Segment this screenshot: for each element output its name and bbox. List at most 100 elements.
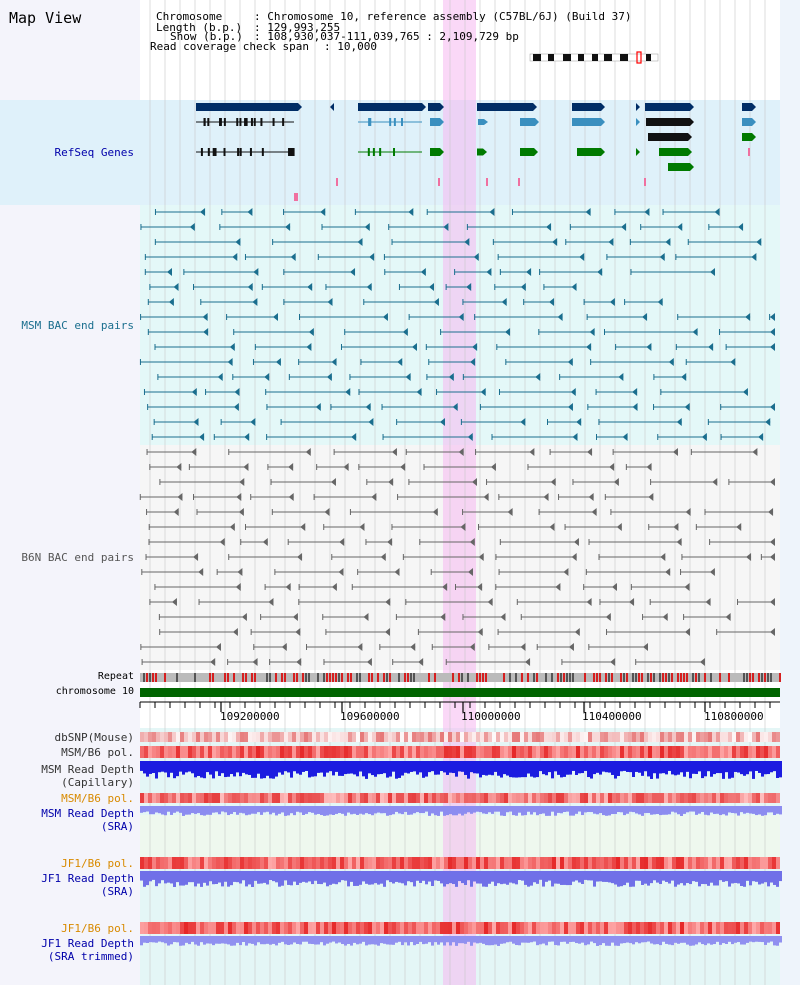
pol-cell xyxy=(508,746,512,758)
depth-bar xyxy=(761,936,764,943)
track-label-refseq[interactable]: RefSeq Genes xyxy=(54,146,134,159)
pol-cell xyxy=(420,857,424,869)
pol-cell xyxy=(664,732,668,742)
coverage-label: Read coverage check span xyxy=(150,40,309,53)
depth-bar xyxy=(335,806,338,814)
depth-bar xyxy=(173,871,176,887)
depth-bar xyxy=(662,936,665,942)
pol-cell xyxy=(668,857,672,869)
depth-bar xyxy=(578,806,581,812)
b6n-bac-pair-end xyxy=(520,643,526,651)
depth-bar xyxy=(464,806,467,814)
repeat-element xyxy=(569,673,571,682)
pol-cell xyxy=(648,793,652,803)
pol-cell xyxy=(640,793,644,803)
gene-block xyxy=(645,103,690,111)
msm-bac-pair-end xyxy=(681,373,687,381)
depth-bar xyxy=(146,806,149,812)
repeat-element xyxy=(779,673,781,682)
depth-bar xyxy=(368,806,371,815)
depth-bar xyxy=(599,936,602,946)
msm-bac-pair-end xyxy=(429,283,435,291)
track-label-msm-bac[interactable]: MSM BAC end pairs xyxy=(21,319,134,332)
pol-cell xyxy=(596,746,600,758)
depth-bar xyxy=(167,936,170,946)
depth-bar xyxy=(146,761,149,777)
depth-bar xyxy=(482,806,485,814)
b6n-bac-pair-end xyxy=(550,478,556,486)
depth-bar xyxy=(350,761,353,774)
depth-bar xyxy=(365,761,368,779)
exon xyxy=(236,118,239,126)
msm-bac-pair-end xyxy=(770,343,775,351)
pol-cell xyxy=(552,732,556,742)
depth-bar xyxy=(194,871,197,887)
b6n-bac-pair-end xyxy=(736,523,742,531)
pol-cell xyxy=(332,732,336,742)
pol-cell xyxy=(296,746,300,758)
depth-bar xyxy=(332,871,335,884)
pol-cell xyxy=(304,857,308,869)
pol-cell xyxy=(656,732,660,742)
depth-bar xyxy=(722,806,725,815)
depth-bar xyxy=(752,761,755,779)
pol-cell xyxy=(160,793,164,803)
depth-bar xyxy=(557,806,560,813)
depth-bar xyxy=(647,936,650,942)
depth-bar xyxy=(740,936,743,945)
depth-bar xyxy=(344,871,347,881)
depth-bar xyxy=(533,761,536,778)
depth-bar xyxy=(191,936,194,942)
pol-cell xyxy=(692,732,696,742)
msm-bac-pair-end xyxy=(416,388,422,396)
pol-cell xyxy=(260,746,264,758)
depth-bar xyxy=(374,806,377,814)
pol-cell xyxy=(168,857,172,869)
msm-bac-pair-end xyxy=(166,268,172,276)
pol-cell xyxy=(360,746,364,758)
pol-cell xyxy=(228,793,232,803)
depth-bar xyxy=(458,806,461,814)
pol-cell xyxy=(316,732,320,742)
pol-cell xyxy=(560,746,564,758)
gene-block xyxy=(430,118,440,126)
depth-bar xyxy=(620,871,623,887)
depth-bar xyxy=(269,936,272,945)
pol-cell xyxy=(708,922,712,934)
pol-cell xyxy=(328,922,332,934)
b6n-bac-pair-end xyxy=(191,448,197,456)
depth-bar xyxy=(494,871,497,886)
depth-bar xyxy=(503,871,506,884)
pol-cell xyxy=(320,857,324,869)
depth-bar xyxy=(254,936,257,946)
depth-bar xyxy=(485,806,488,814)
pol-cell xyxy=(588,857,592,869)
depth-bar xyxy=(641,871,644,885)
pol-cell xyxy=(452,732,456,742)
pol-cell xyxy=(552,922,556,934)
pol-cell xyxy=(156,922,160,934)
pol-cell xyxy=(752,922,756,934)
gene-block xyxy=(572,118,601,126)
depth-bar xyxy=(242,871,245,881)
pol-cell xyxy=(488,922,492,934)
pol-cell xyxy=(428,793,432,803)
pol-cell xyxy=(312,746,316,758)
repeat-element xyxy=(521,673,523,682)
chromosome-bar xyxy=(140,688,780,697)
repeat-element xyxy=(680,673,682,682)
depth-bar xyxy=(674,936,677,943)
pol-cell xyxy=(216,746,220,758)
track-label-b6n-bac[interactable]: B6N BAC end pairs xyxy=(21,551,134,564)
depth-bar xyxy=(698,806,701,814)
depth-bar xyxy=(461,761,464,772)
pol-cell xyxy=(152,732,156,742)
pol-cell xyxy=(632,732,636,742)
depth-bar xyxy=(650,871,653,884)
depth-bar xyxy=(278,871,281,887)
pol-cell xyxy=(756,922,760,934)
depth-bar xyxy=(575,936,578,944)
depth-bar xyxy=(575,761,578,775)
depth-bar xyxy=(167,871,170,883)
pol-cell xyxy=(240,793,244,803)
